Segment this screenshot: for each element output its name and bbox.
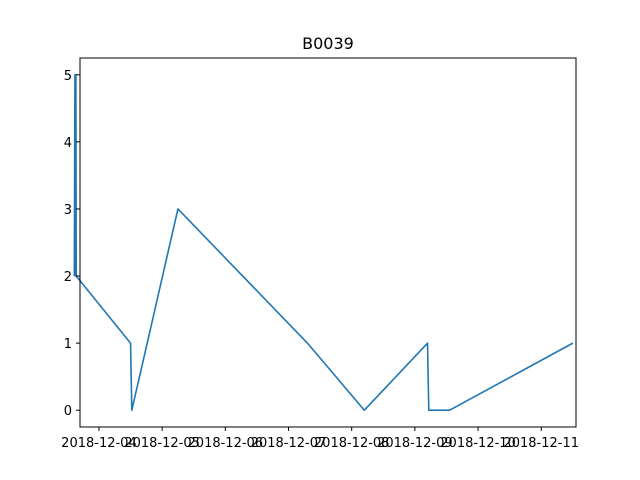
x-tick-label: 2018-12-11 <box>503 436 579 451</box>
x-tick-label: 2018-12-07 <box>251 436 327 451</box>
x-tick-label: 2018-12-08 <box>314 436 390 451</box>
axes-frame <box>79 57 577 428</box>
x-tick-label: 2018-12-04 <box>61 436 137 451</box>
y-tick-label: 1 <box>64 337 72 352</box>
x-tick-label: 2018-12-10 <box>440 436 516 451</box>
series-line-0 <box>73 73 574 412</box>
y-tick-label: 2 <box>64 270 72 285</box>
x-tick-label: 2018-12-09 <box>377 436 453 451</box>
y-tick-label: 4 <box>64 136 72 151</box>
y-tick-label: 3 <box>64 203 72 218</box>
y-tick-label: 5 <box>64 69 72 84</box>
x-tick-label: 2018-12-06 <box>188 436 264 451</box>
x-tick-label: 2018-12-05 <box>124 436 200 451</box>
chart-title: B0039 <box>302 34 354 53</box>
plot-area: 0123452018-12-042018-12-052018-12-062018… <box>61 57 579 451</box>
y-tick-label: 0 <box>64 404 72 419</box>
